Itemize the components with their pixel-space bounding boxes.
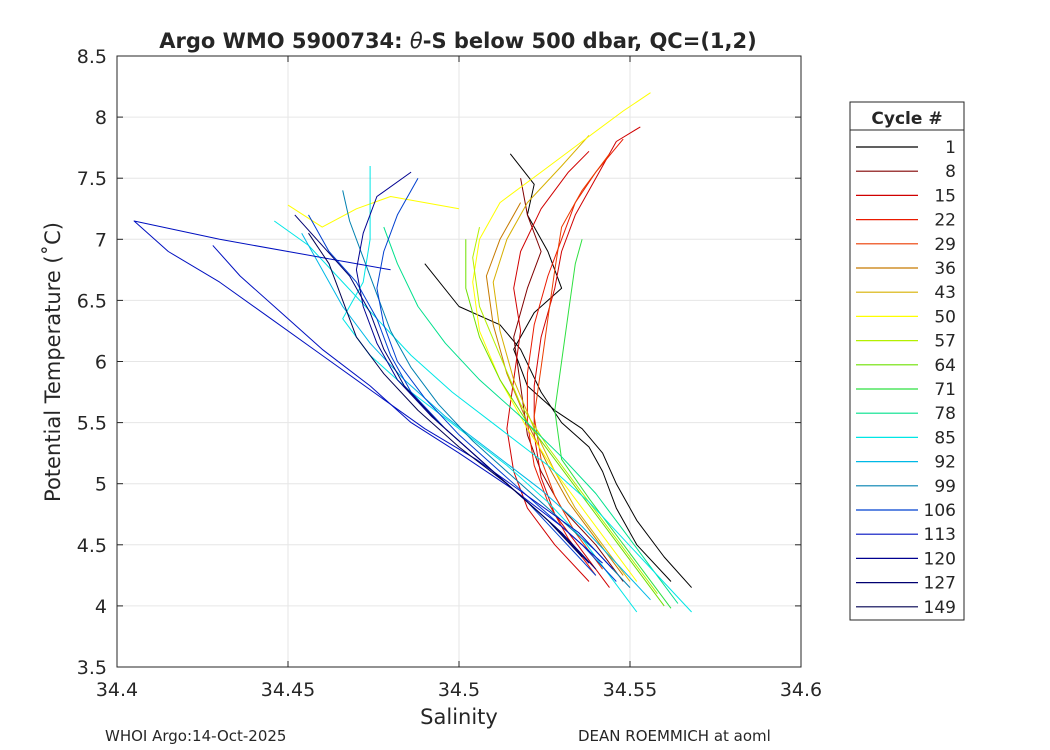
legend-label: 120 [924,549,956,569]
legend-item: 120 [856,549,956,569]
x-tick-label: 34.45 [261,679,315,701]
legend-item: 22 [856,211,956,231]
series-line-92 [301,232,651,601]
legend-label: 22 [934,211,956,231]
legend-label: 43 [934,283,956,303]
legend-label: 36 [934,259,956,279]
y-tick-label: 8 [95,107,107,129]
legend-item: 71 [856,380,956,400]
y-tick-label: 3.5 [77,657,107,679]
series-line-43 [492,135,631,582]
legend: Cycle # 18152229364350576471788592991061… [849,101,965,621]
legend-label: 15 [934,186,956,206]
series-line-8 [513,178,624,582]
x-tick-label: 34.6 [780,679,822,701]
y-tick-label: 5.5 [77,413,107,435]
series-line-50 [472,92,651,582]
y-tick-label: 4.5 [77,535,107,557]
y-tick-label: 7 [95,229,107,251]
legend-items: 1 8 15 22 29 36 43 50 57 64 71 78 85 92 99 106 113 120 127… [856,138,956,618]
y-tick-label: 8.5 [77,46,107,68]
x-tick-label: 34.55 [603,679,657,701]
chart-title-prefix: Argo WMO 5900734: [159,29,410,53]
legend-label: 1 [945,138,956,158]
legend-item: 43 [856,283,956,303]
legend-item: 99 [856,477,956,497]
legend-item: 57 [856,332,956,352]
legend-label: 149 [924,598,956,618]
legend-label: 99 [934,477,956,497]
series-line-71 [554,239,672,609]
y-axis-label: Potential Temperature (˚C) [41,222,65,502]
y-tick-label: 7.5 [77,168,107,190]
legend-label: 57 [934,332,956,352]
legend-label: 8 [945,162,956,182]
chart-title: Argo WMO 5900734: θ-S below 500 dbar, QC… [159,29,756,53]
y-tick-label: 5 [95,474,107,496]
legend-label: 29 [934,235,956,255]
footer-right: DEAN ROEMMICH at aoml [578,727,771,745]
series-layer [133,92,692,613]
legend-item: 1 [856,138,956,158]
legend-item: 8 [856,162,956,182]
legend-item: 36 [856,259,956,279]
legend-item: 85 [856,428,956,448]
series-line-1b [424,263,672,582]
series-line-22 [526,138,624,576]
chart-title-theta: θ [410,29,423,53]
legend-item: 64 [856,356,956,376]
legend-label: 85 [934,428,956,448]
series-line-85b [342,166,638,613]
legend-label: 64 [934,356,956,376]
series-line-149 [308,232,583,558]
legend-item: 127 [856,574,956,594]
y-tick-label: 6.5 [77,290,107,312]
x-tick-label: 34.5 [438,679,480,701]
legend-item: 149 [856,598,956,618]
legend-title: Cycle # [871,109,942,129]
legend-label: 92 [934,453,956,473]
series-line-57 [472,226,658,594]
legend-label: 127 [924,574,956,594]
series-line-50b [287,196,460,228]
legend-label: 50 [934,307,956,327]
y-tick-label: 4 [95,596,107,618]
y-axis-ticks: 3.5 4 4.5 5 5.5 6 6.5 7 7.5 8 8.5 [77,46,801,679]
series-line-113b [212,245,603,564]
legend-item: 78 [856,404,956,424]
y-tick-label: 6 [95,352,107,374]
legend-item: 29 [856,235,956,255]
series-line-15b [506,150,590,582]
legend-item: 50 [856,307,956,327]
legend-label: 106 [924,501,956,521]
x-axis-label: Salinity [420,705,498,729]
series-line-106 [376,177,617,582]
series-line-64 [465,239,665,607]
plot-area: 34.4 34.45 34.5 34.55 34.6 3.5 4 4.5 5 5.5 6 6.5 7 7… [77,46,822,701]
series-line-36 [485,202,624,576]
series-line-78 [383,226,679,604]
legend-label: 78 [934,404,956,424]
series-line-85 [274,220,692,613]
x-axis-ticks: 34.4 34.45 34.5 34.55 34.6 [96,56,822,701]
series-line-106b [308,214,597,576]
series-line-113 [133,220,614,570]
chart-title-suffix: -S below 500 dbar, QC=(1,2) [423,29,757,53]
legend-item: 113 [856,525,956,545]
legend-label: 71 [934,380,956,400]
legend-label: 113 [924,525,956,545]
legend-item: 106 [856,501,956,521]
legend-item: 92 [856,453,956,473]
x-tick-label: 34.4 [96,679,138,701]
footer-left: WHOI Argo:14-Oct-2025 [105,727,286,745]
legend-item: 15 [856,186,956,206]
